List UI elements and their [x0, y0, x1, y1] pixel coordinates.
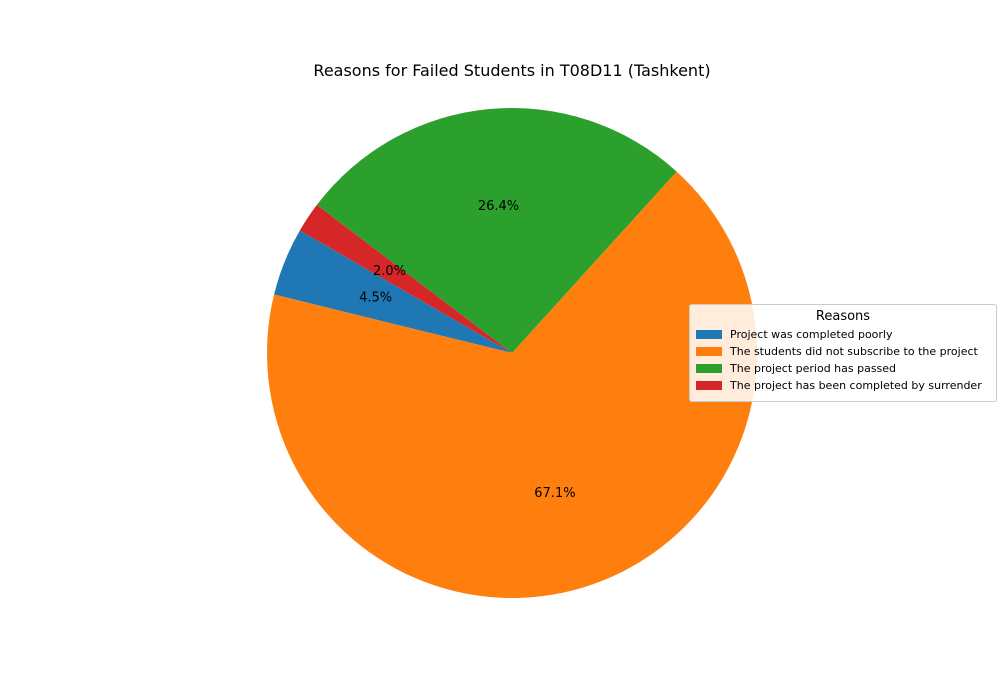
pie-percent-labels: 4.5% 67.1% 26.4% 2.0% [359, 199, 575, 501]
legend-item: The project period has passed [696, 360, 996, 377]
pie-slice [299, 204, 512, 353]
legend-title: Reasons [815, 309, 871, 324]
legend-label: The project has been completed by surren… [730, 379, 982, 392]
legend-label: Project was completed poorly [730, 328, 893, 341]
legend-swatch [696, 381, 722, 390]
legend-swatch [696, 347, 722, 356]
slice-percent-label: 2.0% [373, 264, 406, 279]
legend-label: The project period has passed [730, 362, 897, 375]
legend-item: The project has been completed by surren… [696, 377, 996, 394]
legend-item: Project was completed poorly [696, 326, 996, 343]
legend-item: The students did not subscribe to the pr… [696, 343, 996, 360]
chart-title: Reasons for Failed Students in T08D11 (T… [313, 61, 710, 80]
pie-slice [266, 171, 757, 598]
slice-percent-label: 4.5% [359, 291, 392, 306]
slice-percent-label: 26.4% [478, 199, 519, 214]
legend-swatch [696, 364, 722, 373]
pie-slices [266, 108, 757, 598]
legend-swatch [696, 330, 722, 339]
pie-slice [316, 108, 677, 354]
pie-slice [274, 230, 512, 353]
legend-label: The students did not subscribe to the pr… [730, 345, 978, 358]
chart-legend: Reasons Project was completed poorly The… [689, 304, 997, 402]
slice-percent-label: 67.1% [534, 486, 575, 501]
